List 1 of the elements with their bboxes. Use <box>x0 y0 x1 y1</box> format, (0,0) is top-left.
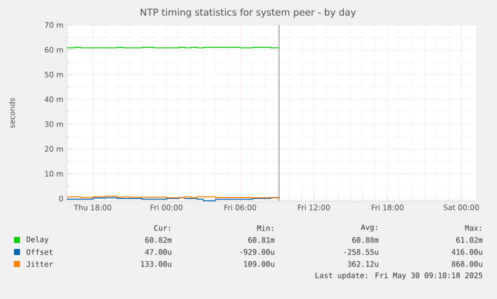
chart-title: NTP timing statistics for system peer - by day <box>140 8 356 18</box>
